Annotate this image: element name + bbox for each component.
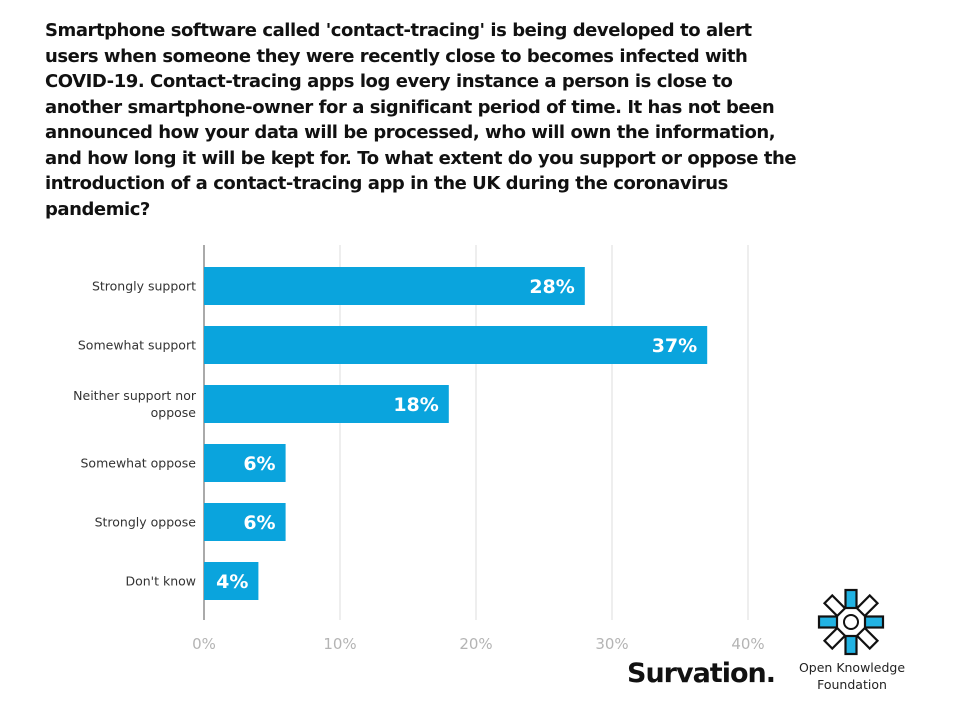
bar (204, 326, 708, 364)
okf-petal (844, 634, 858, 656)
survation-logo: Survation. (627, 658, 776, 689)
bars: 28% 37% 18% 6% 6% 4% (204, 267, 708, 600)
category-label: Strongly support (92, 279, 196, 294)
bar (204, 503, 286, 541)
okf-line-1: Open Knowledge (798, 660, 906, 675)
bar (204, 385, 449, 423)
category-label: Don't know (125, 574, 196, 589)
okf-petal (855, 593, 880, 618)
open-knowledge-logo-text: Open Knowledge Foundation (786, 659, 918, 693)
tick-label: 0% (192, 635, 216, 653)
tick-labels: 0% 10% 20% 30% 40% (192, 635, 765, 653)
bar-value-label: 28% (529, 276, 574, 298)
grid-lines (203, 245, 749, 620)
okf-petal (822, 626, 847, 651)
category-label: Somewhat support (78, 338, 196, 353)
question-text: Smartphone software called 'contact-trac… (45, 20, 797, 220)
category-label: oppose (151, 405, 197, 420)
bar (204, 267, 585, 305)
tick-label: 40% (731, 635, 764, 653)
tick-label: 30% (595, 635, 628, 653)
category-label: Strongly oppose (95, 515, 197, 530)
tick-label: 20% (459, 635, 492, 653)
okf-line-2: Foundation (817, 677, 887, 692)
bar-value-label: 37% (652, 335, 697, 357)
okf-petal (855, 626, 880, 651)
tick-label: 10% (323, 635, 356, 653)
bar-value-label: 18% (393, 394, 438, 416)
okf-petal (822, 593, 847, 618)
okf-center (843, 614, 859, 630)
okf-petal (863, 615, 885, 629)
bar (204, 444, 286, 482)
bar-value-label: 6% (243, 453, 275, 475)
bar (204, 562, 259, 600)
okf-petal (817, 615, 839, 629)
category-label: Somewhat oppose (81, 456, 197, 471)
open-knowledge-logo-icon (817, 588, 885, 656)
bar-value-label: 6% (243, 512, 275, 534)
okf-petal (844, 588, 858, 610)
category-labels: Strongly support Somewhat support Neither … (73, 279, 197, 589)
bar-value-label: 4% (216, 571, 248, 593)
category-label: Neither support nor (73, 388, 197, 403)
